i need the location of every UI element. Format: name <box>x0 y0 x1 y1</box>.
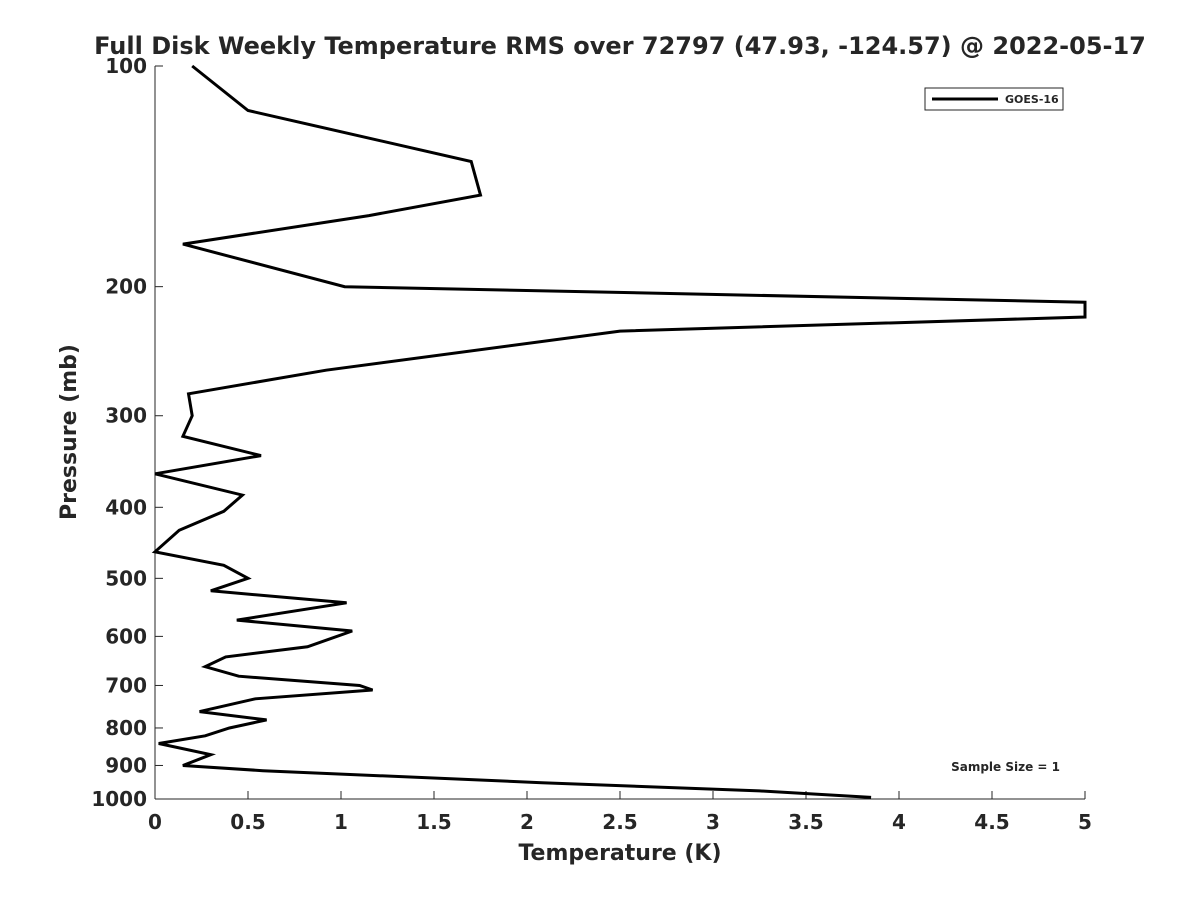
x-tick-label: 4.5 <box>974 810 1009 834</box>
x-tick-label: 0.5 <box>230 810 265 834</box>
y-tick-label: 700 <box>105 673 147 697</box>
y-tick-label: 1000 <box>91 787 147 811</box>
y-tick-label: 900 <box>105 753 147 777</box>
y-tick-label: 800 <box>105 716 147 740</box>
x-tick-label: 0 <box>148 810 162 834</box>
x-tick-label: 4 <box>892 810 906 834</box>
y-tick-label: 600 <box>105 624 147 648</box>
y-tick-label: 400 <box>105 495 147 519</box>
x-tick-label: 1 <box>334 810 348 834</box>
y-tick-label: 200 <box>105 275 147 299</box>
x-axis-label: Temperature (K) <box>518 841 721 866</box>
sample-size-annotation: Sample Size = 1 <box>951 760 1060 774</box>
y-axis-label: Pressure (mb) <box>57 344 82 520</box>
legend-label: GOES-16 <box>1005 93 1059 106</box>
y-tick-label: 300 <box>105 404 147 428</box>
x-tick-label: 1.5 <box>416 810 451 834</box>
y-tick-label: 500 <box>105 566 147 590</box>
chart-title: Full Disk Weekly Temperature RMS over 72… <box>94 32 1146 60</box>
x-tick-label: 3.5 <box>788 810 823 834</box>
x-tick-label: 5 <box>1078 810 1092 834</box>
x-tick-label: 2.5 <box>602 810 637 834</box>
axes: 0 0.5 1 1.5 2 2.5 3 3.5 4 4.5 5 100 200 300 400 500 600 7… <box>91 54 1092 834</box>
y-tick-label: 100 <box>105 54 147 78</box>
legend: GOES-16 <box>924 87 1064 111</box>
series-line <box>151 64 1087 799</box>
x-tick-label: 2 <box>520 810 534 834</box>
x-tick-label: 3 <box>706 810 720 834</box>
data-layer <box>151 64 1087 799</box>
